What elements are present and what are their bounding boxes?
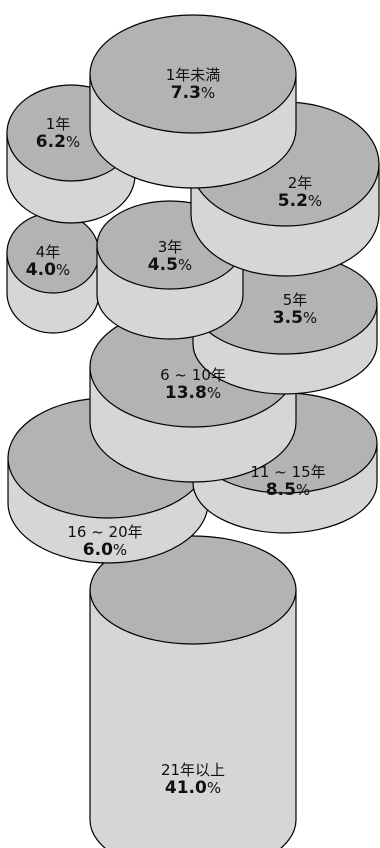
label-value-number-9: 6.0 [83, 540, 113, 560]
label-value-5: 4.0% [26, 260, 70, 280]
label-value-unit-10: % [207, 779, 221, 797]
label-value-unit-6: % [303, 309, 317, 327]
label-value-unit-1: % [201, 84, 215, 102]
label-value-1: 7.3% [171, 83, 215, 103]
label-value-unit-5: % [56, 261, 70, 279]
label-value-number-2: 6.2 [36, 132, 66, 152]
label-value-10: 41.0% [165, 778, 221, 798]
label-value-unit-4: % [178, 256, 192, 274]
label-value-number-3: 5.2 [278, 191, 308, 211]
label-value-unit-2: % [66, 133, 80, 151]
label-value-number-7: 13.8 [165, 383, 207, 403]
label-name-7: 6 ~ 10年 [160, 366, 226, 384]
label-name-3: 2年 [288, 174, 313, 192]
disc-side-10 [89, 589, 297, 848]
label-value-number-6: 3.5 [273, 308, 303, 328]
label-value-number-1: 7.3 [171, 83, 201, 103]
disc-10 [89, 535, 297, 848]
label-value-9: 6.0% [83, 540, 127, 560]
label-value-number-5: 4.0 [26, 260, 56, 280]
disc-3 [190, 101, 380, 277]
label-name-4: 3年 [158, 238, 183, 256]
disc-1 [89, 14, 297, 189]
label-value-6: 3.5% [273, 308, 317, 328]
label-name-2: 1年 [46, 115, 71, 133]
label-value-3: 5.2% [278, 191, 322, 211]
label-value-unit-3: % [308, 192, 322, 210]
label-value-unit-9: % [113, 541, 127, 559]
label-name-6: 5年 [283, 291, 308, 309]
label-value-number-8: 8.5 [266, 480, 296, 500]
disc-top-10 [89, 535, 297, 645]
label-value-8: 8.5% [266, 480, 310, 500]
label-name-8: 11 ~ 15年 [250, 463, 325, 481]
label-value-7: 13.8% [165, 383, 221, 403]
label-value-4: 4.5% [148, 255, 192, 275]
label-name-10: 21年以上 [161, 761, 225, 779]
label-name-9: 16 ~ 20年 [67, 523, 142, 541]
label-value-2: 6.2% [36, 132, 80, 152]
label-name-1: 1年未満 [166, 66, 221, 84]
label-value-unit-7: % [207, 384, 221, 402]
disc-5 [6, 212, 100, 334]
label-value-number-10: 41.0 [165, 778, 207, 798]
label-name-5: 4年 [36, 243, 61, 261]
label-value-unit-8: % [296, 481, 310, 499]
disc-top-1 [89, 14, 297, 134]
label-value-number-4: 4.5 [148, 255, 178, 275]
